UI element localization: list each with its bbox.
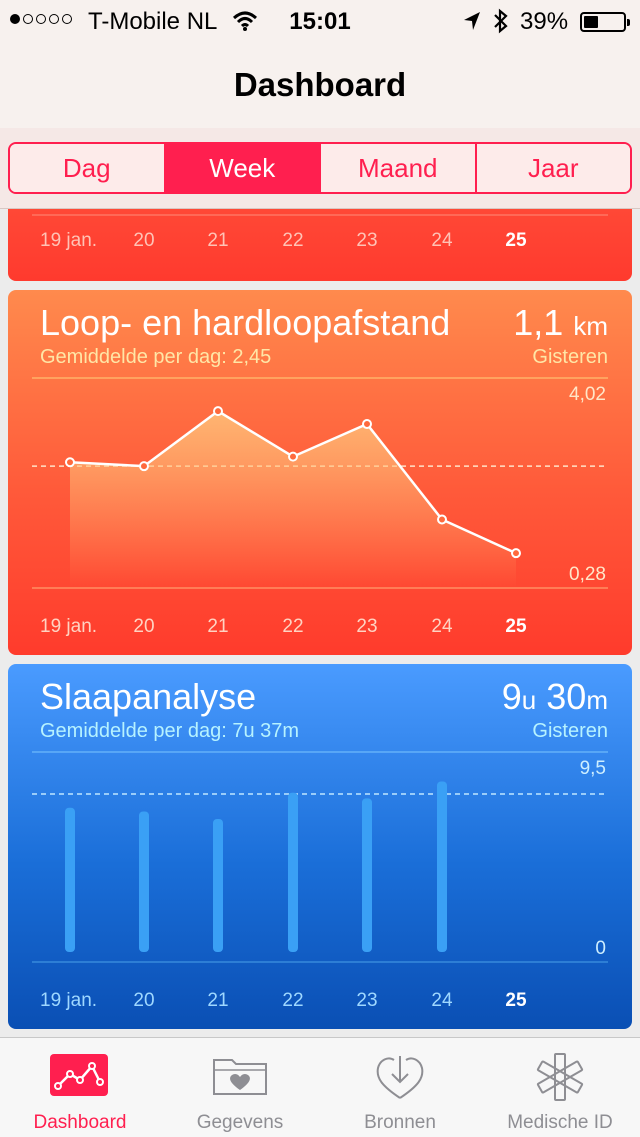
x-tick-label: 21 bbox=[207, 616, 228, 637]
data-point bbox=[213, 406, 223, 417]
data-point bbox=[511, 548, 521, 559]
walking-running-distance-card[interactable]: Loop- en hardloopafstand 1,1 km Gemiddel… bbox=[8, 290, 632, 655]
latest-value-unit: km bbox=[573, 311, 608, 341]
hours-unit: u bbox=[521, 685, 537, 715]
x-tick-label: 25 bbox=[505, 616, 527, 637]
segment-day[interactable]: Dag bbox=[10, 144, 164, 192]
wifi-icon bbox=[232, 10, 258, 37]
bluetooth-icon bbox=[492, 8, 510, 39]
latest-minutes: 30 bbox=[546, 676, 587, 717]
daily-average: Gemiddelde per dag: 2,45 bbox=[40, 346, 272, 368]
x-tick-label: 24 bbox=[431, 230, 453, 251]
latest-value-date: Gisteren bbox=[532, 720, 608, 742]
latest-value-date: Gisteren bbox=[532, 346, 608, 368]
x-tick-label: 20 bbox=[133, 990, 154, 1011]
page-title: Dashboard bbox=[233, 66, 407, 103]
tab-label: Gegevens bbox=[196, 1112, 284, 1133]
dashboard-scroll-area[interactable]: 19 jan. 20 21 22 23 24 25 Loop- en hardloopafs… bbox=[0, 209, 640, 1037]
distance-area bbox=[70, 411, 516, 588]
battery-percentage: 39% bbox=[520, 8, 569, 35]
x-tick-label: 21 bbox=[207, 990, 228, 1011]
medical-id-asterisk-icon bbox=[532, 1050, 588, 1104]
sleep-bar bbox=[213, 818, 223, 952]
data-point bbox=[65, 457, 75, 468]
x-tick-label: 21 bbox=[207, 230, 228, 251]
y-min-label: 0,28 bbox=[569, 564, 606, 585]
tab-label: Bronnen bbox=[364, 1112, 436, 1133]
sleep-bar bbox=[65, 807, 75, 952]
data-point bbox=[437, 514, 447, 525]
location-arrow-icon bbox=[462, 10, 482, 37]
y-max-label: 4,02 bbox=[569, 384, 606, 405]
x-tick-label: 22 bbox=[282, 990, 303, 1011]
signal-strength-icon bbox=[10, 14, 72, 24]
carrier-name: T-Mobile NL bbox=[88, 8, 218, 35]
tab-medical-id[interactable]: Medische ID bbox=[480, 1038, 640, 1137]
clock: 15:01 bbox=[289, 8, 351, 35]
data-point bbox=[139, 461, 149, 472]
period-selector-bar: Dag Week Maand Jaar bbox=[0, 128, 640, 209]
sleep-bar bbox=[437, 781, 447, 952]
x-tick-label: 23 bbox=[356, 616, 377, 637]
x-tick-label: 23 bbox=[356, 230, 377, 251]
battery-icon bbox=[580, 12, 630, 32]
x-tick-label: 25 bbox=[505, 990, 527, 1011]
sleep-bar bbox=[139, 811, 149, 952]
x-tick-label: 20 bbox=[133, 230, 154, 251]
period-segmented-control: Dag Week Maand Jaar bbox=[8, 142, 632, 194]
x-tick-label: 22 bbox=[282, 616, 303, 637]
status-bar: T-Mobile NL 15:01 39% bbox=[0, 0, 640, 42]
latest-value-number: 1,1 bbox=[513, 302, 564, 343]
x-tick-label: 20 bbox=[133, 616, 154, 637]
segment-year[interactable]: Jaar bbox=[474, 144, 630, 192]
dashboard-chart-icon bbox=[50, 1054, 108, 1096]
sources-download-heart-icon bbox=[372, 1050, 428, 1102]
data-point bbox=[362, 419, 372, 430]
tab-sources[interactable]: Bronnen bbox=[320, 1038, 480, 1137]
partial-chart-card[interactable]: 19 jan. 20 21 22 23 24 25 bbox=[8, 209, 632, 281]
x-tick-label: 19 jan. bbox=[40, 990, 97, 1011]
health-data-folder-icon bbox=[210, 1050, 270, 1100]
sleep-bar bbox=[288, 792, 298, 952]
tab-dashboard[interactable]: Dashboard bbox=[0, 1038, 160, 1137]
latest-hours: 9 bbox=[501, 676, 522, 717]
x-tick-label: 23 bbox=[356, 990, 377, 1011]
card-title: Loop- en hardloopafstand bbox=[40, 302, 451, 343]
data-point bbox=[288, 451, 298, 462]
x-tick-label: 19 jan. bbox=[40, 230, 97, 251]
segment-month[interactable]: Maand bbox=[319, 144, 475, 192]
daily-average: Gemiddelde per dag: 7u 37m bbox=[40, 720, 300, 742]
x-tick-label: 24 bbox=[431, 990, 453, 1011]
x-tick-label: 19 jan. bbox=[40, 616, 97, 637]
y-max-label: 9,5 bbox=[580, 758, 606, 779]
partial-card-axis: 19 jan. 20 21 22 23 24 25 bbox=[32, 214, 608, 251]
navigation-bar: Dashboard bbox=[0, 42, 640, 128]
tab-label: Medische ID bbox=[507, 1112, 613, 1133]
x-tick-label: 22 bbox=[282, 230, 303, 251]
tab-health-data[interactable]: Gegevens bbox=[160, 1038, 320, 1137]
segment-week[interactable]: Week bbox=[163, 144, 319, 192]
x-tick-label: 24 bbox=[431, 616, 453, 637]
sleep-analysis-card[interactable]: Slaapanalyse 9u 30m Gemiddelde per dag: … bbox=[8, 664, 632, 1029]
sleep-bar-chart: 9,5 0 19 jan. 20 21 22 23 24 25 bbox=[32, 751, 608, 1011]
x-tick-label: 25 bbox=[505, 230, 527, 251]
minutes-unit: m bbox=[586, 685, 608, 715]
card-title: Slaapanalyse bbox=[40, 676, 257, 717]
tab-bar: Dashboard Gegevens Bronnen bbox=[0, 1037, 640, 1137]
sleep-bar bbox=[362, 798, 372, 952]
tab-label: Dashboard bbox=[33, 1112, 127, 1133]
latest-value: 9u 30m bbox=[502, 676, 608, 718]
latest-value: 1,1 km bbox=[513, 302, 608, 344]
y-min-label: 0 bbox=[595, 938, 606, 959]
distance-line-chart: 4,02 0,28 19 jan. 20 21 22 23 24 25 bbox=[32, 377, 608, 637]
